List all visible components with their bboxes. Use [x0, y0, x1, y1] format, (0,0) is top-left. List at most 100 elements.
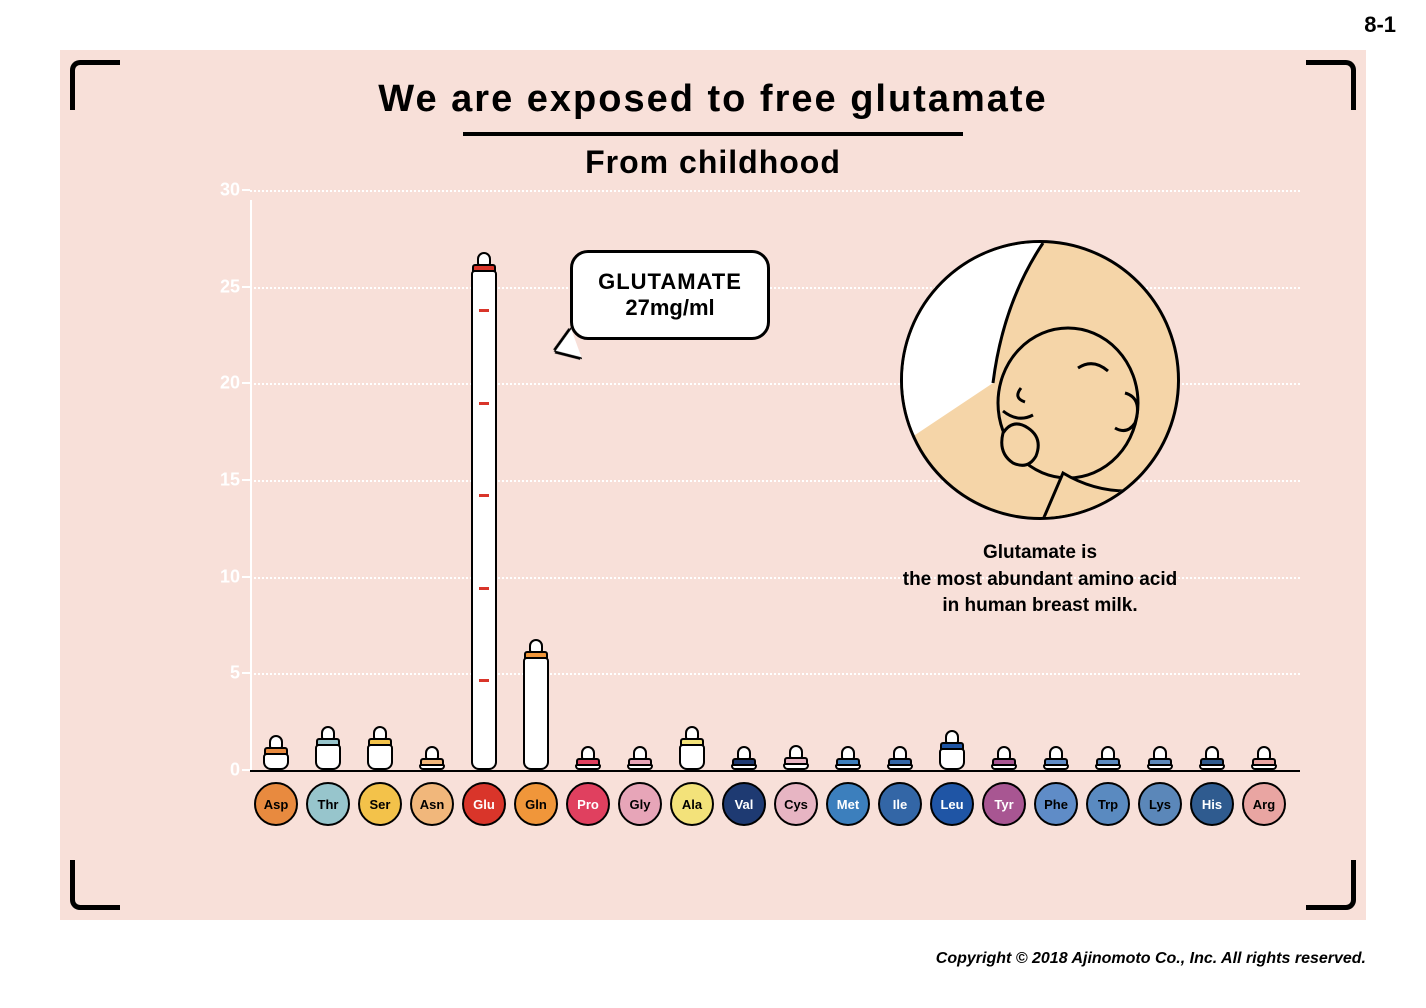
bottle-icon — [315, 726, 341, 770]
page-subtitle: From childhood — [60, 144, 1366, 181]
bottle-icon — [1095, 746, 1121, 770]
y-axis-label: 0 — [200, 760, 240, 781]
title-underline — [463, 132, 963, 136]
y-axis-label: 20 — [200, 373, 240, 394]
category-label-asp: Asp — [254, 782, 298, 826]
category-label-met: Met — [826, 782, 870, 826]
bottle-cap — [940, 742, 964, 750]
bottle-mark — [479, 309, 489, 312]
x-axis — [250, 770, 1300, 772]
bottle-icon — [1147, 746, 1173, 770]
bottle-icon — [679, 726, 705, 770]
bar-gly — [614, 746, 666, 770]
category-label-ile: Ile — [878, 782, 922, 826]
amino-acid-chart: 051015202530 AspThrSerAsnGluGlnProGlyAla… — [200, 190, 1300, 810]
bottle-body — [679, 744, 705, 770]
category-label-ser: Ser — [358, 782, 402, 826]
category-label-cys: Cys — [774, 782, 818, 826]
copyright-text: Copyright © 2018 Ajinomoto Co., Inc. All… — [936, 950, 1366, 968]
bottle-icon — [575, 746, 601, 770]
bar-glu — [458, 252, 510, 770]
bar-met — [822, 746, 874, 770]
y-tick — [242, 286, 250, 288]
bar-cys — [770, 745, 822, 770]
bottle-cap — [784, 757, 808, 765]
caption-line: Glutamate is — [840, 540, 1240, 567]
category-label-lys: Lys — [1138, 782, 1182, 826]
category-label-his: His — [1190, 782, 1234, 826]
category-label-leu: Leu — [930, 782, 974, 826]
bar-his — [1186, 746, 1238, 770]
category-label-asn: Asn — [410, 782, 454, 826]
bottle-cap — [1044, 758, 1068, 766]
bar-arg — [1238, 746, 1290, 770]
bar-ile — [874, 746, 926, 770]
infographic-panel: We are exposed to free glutamate From ch… — [60, 50, 1366, 920]
bottle-cap — [576, 758, 600, 766]
category-label-gly: Gly — [618, 782, 662, 826]
bottle-icon — [1043, 746, 1069, 770]
y-tick — [242, 479, 250, 481]
category-label-pro: Pro — [566, 782, 610, 826]
bar-lys — [1134, 746, 1186, 770]
bar-thr — [302, 726, 354, 770]
bottle-icon — [939, 730, 965, 770]
breastfeeding-illustration — [900, 240, 1180, 520]
bottle-cap — [1148, 758, 1172, 766]
bar-phe — [1030, 746, 1082, 770]
bottle-body — [471, 270, 497, 770]
bottle-cap — [1096, 758, 1120, 766]
y-tick — [242, 672, 250, 674]
bottle-cap — [472, 264, 496, 272]
bottle-icon — [263, 735, 289, 770]
bottle-cap — [264, 747, 288, 755]
bottle-icon — [419, 746, 445, 770]
bar-container — [250, 190, 1300, 770]
bottle-body — [315, 744, 341, 770]
bottle-mark — [479, 587, 489, 590]
bottle-cap — [524, 651, 548, 659]
bar-leu — [926, 730, 978, 770]
bottle-body — [263, 753, 289, 770]
bottle-cap — [316, 738, 340, 746]
bottle-mark — [479, 679, 489, 682]
category-label-trp: Trp — [1086, 782, 1130, 826]
bottle-icon — [731, 746, 757, 770]
y-tick — [242, 769, 250, 771]
bar-trp — [1082, 746, 1134, 770]
chart-caption: Glutamate is the most abundant amino aci… — [840, 540, 1240, 620]
bar-val — [718, 746, 770, 770]
y-axis-label: 10 — [200, 566, 240, 587]
bar-asn — [406, 746, 458, 770]
category-label-arg: Arg — [1242, 782, 1286, 826]
y-axis-label: 25 — [200, 276, 240, 297]
bottle-body — [523, 657, 549, 770]
bar-ser — [354, 726, 406, 770]
bottle-cap — [368, 738, 392, 746]
bottle-icon — [783, 745, 809, 770]
bottle-cap — [1252, 758, 1276, 766]
category-label-phe: Phe — [1034, 782, 1078, 826]
bar-gln — [510, 639, 562, 770]
category-label-tyr: Tyr — [982, 782, 1026, 826]
caption-line: the most abundant amino acid — [840, 567, 1240, 594]
category-label-gln: Gln — [514, 782, 558, 826]
bar-asp — [250, 735, 302, 770]
bottle-cap — [836, 758, 860, 766]
bottle-cap — [420, 758, 444, 766]
bottle-mark — [479, 402, 489, 405]
frame-corner — [70, 860, 120, 910]
page-title: We are exposed to free glutamate — [60, 78, 1366, 121]
callout-title: GLUTAMATE — [598, 269, 742, 295]
y-axis-label: 15 — [200, 470, 240, 491]
frame-corner — [1306, 860, 1356, 910]
bottle-cap — [680, 738, 704, 746]
bottle-cap — [992, 758, 1016, 766]
page-number: 8-1 — [1364, 12, 1396, 38]
bottle-mark — [479, 494, 489, 497]
y-tick — [242, 189, 250, 191]
glutamate-callout: GLUTAMATE 27mg/ml — [570, 250, 770, 340]
caption-line: in human breast milk. — [840, 593, 1240, 620]
bar-pro — [562, 746, 614, 770]
bottle-cap — [888, 758, 912, 766]
